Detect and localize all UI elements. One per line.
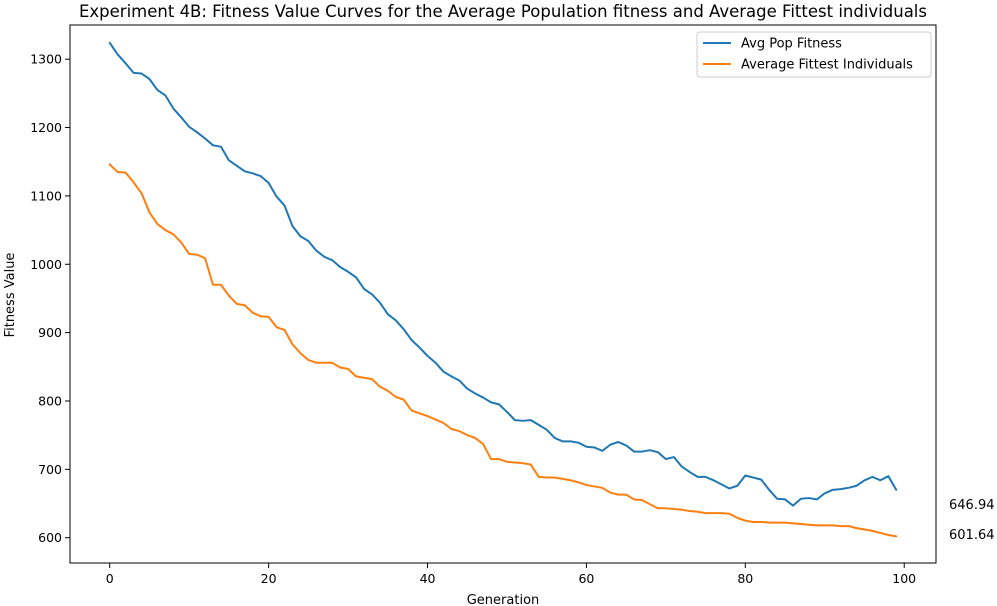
y-tick-label: 900 (38, 325, 62, 340)
x-tick-label: 0 (106, 571, 114, 586)
x-axis: 0 20 40 60 80 100 (106, 563, 916, 586)
x-tick-label: 80 (737, 571, 753, 586)
y-tick-label: 600 (38, 530, 62, 545)
y-tick-label: 1200 (30, 120, 62, 135)
y-tick-label: 700 (38, 462, 62, 477)
series-line-1 (108, 41, 898, 507)
annotation-label: 646.94 (949, 498, 995, 513)
legend-label-2: Average Fittest Individuals (741, 58, 913, 73)
y-axis: 600 700 800 900 1000 1100 1200 1300 (30, 52, 70, 545)
plot-area: 600 700 800 900 1000 1100 1200 1300 0 20 40 60 80 10… (30, 24, 937, 586)
annotation-label: 601.64 (949, 528, 995, 543)
legend: Avg Pop Fitness Average Fittest Individua… (696, 31, 932, 78)
x-axis-label: Generation (467, 593, 540, 606)
series-lines (108, 41, 898, 538)
legend-label-1: Avg Pop Fitness (741, 37, 842, 52)
x-tick-label: 60 (578, 571, 594, 586)
y-axis-label: Fitness Value (3, 253, 18, 338)
series-line-2 (108, 163, 898, 538)
plot-frame (69, 24, 937, 564)
x-tick-label: 100 (892, 571, 916, 586)
x-tick-label: 20 (261, 571, 277, 586)
y-tick-label: 1000 (30, 257, 62, 272)
x-tick-label: 40 (420, 571, 436, 586)
annotations: 646.94 601.64 (949, 498, 995, 543)
y-tick-label: 800 (38, 393, 62, 408)
y-tick-label: 1300 (30, 52, 62, 67)
chart-title: Experiment 4B: Fitness Value Curves for … (79, 2, 927, 21)
legend-box (696, 31, 932, 78)
y-tick-label: 1100 (30, 188, 62, 203)
